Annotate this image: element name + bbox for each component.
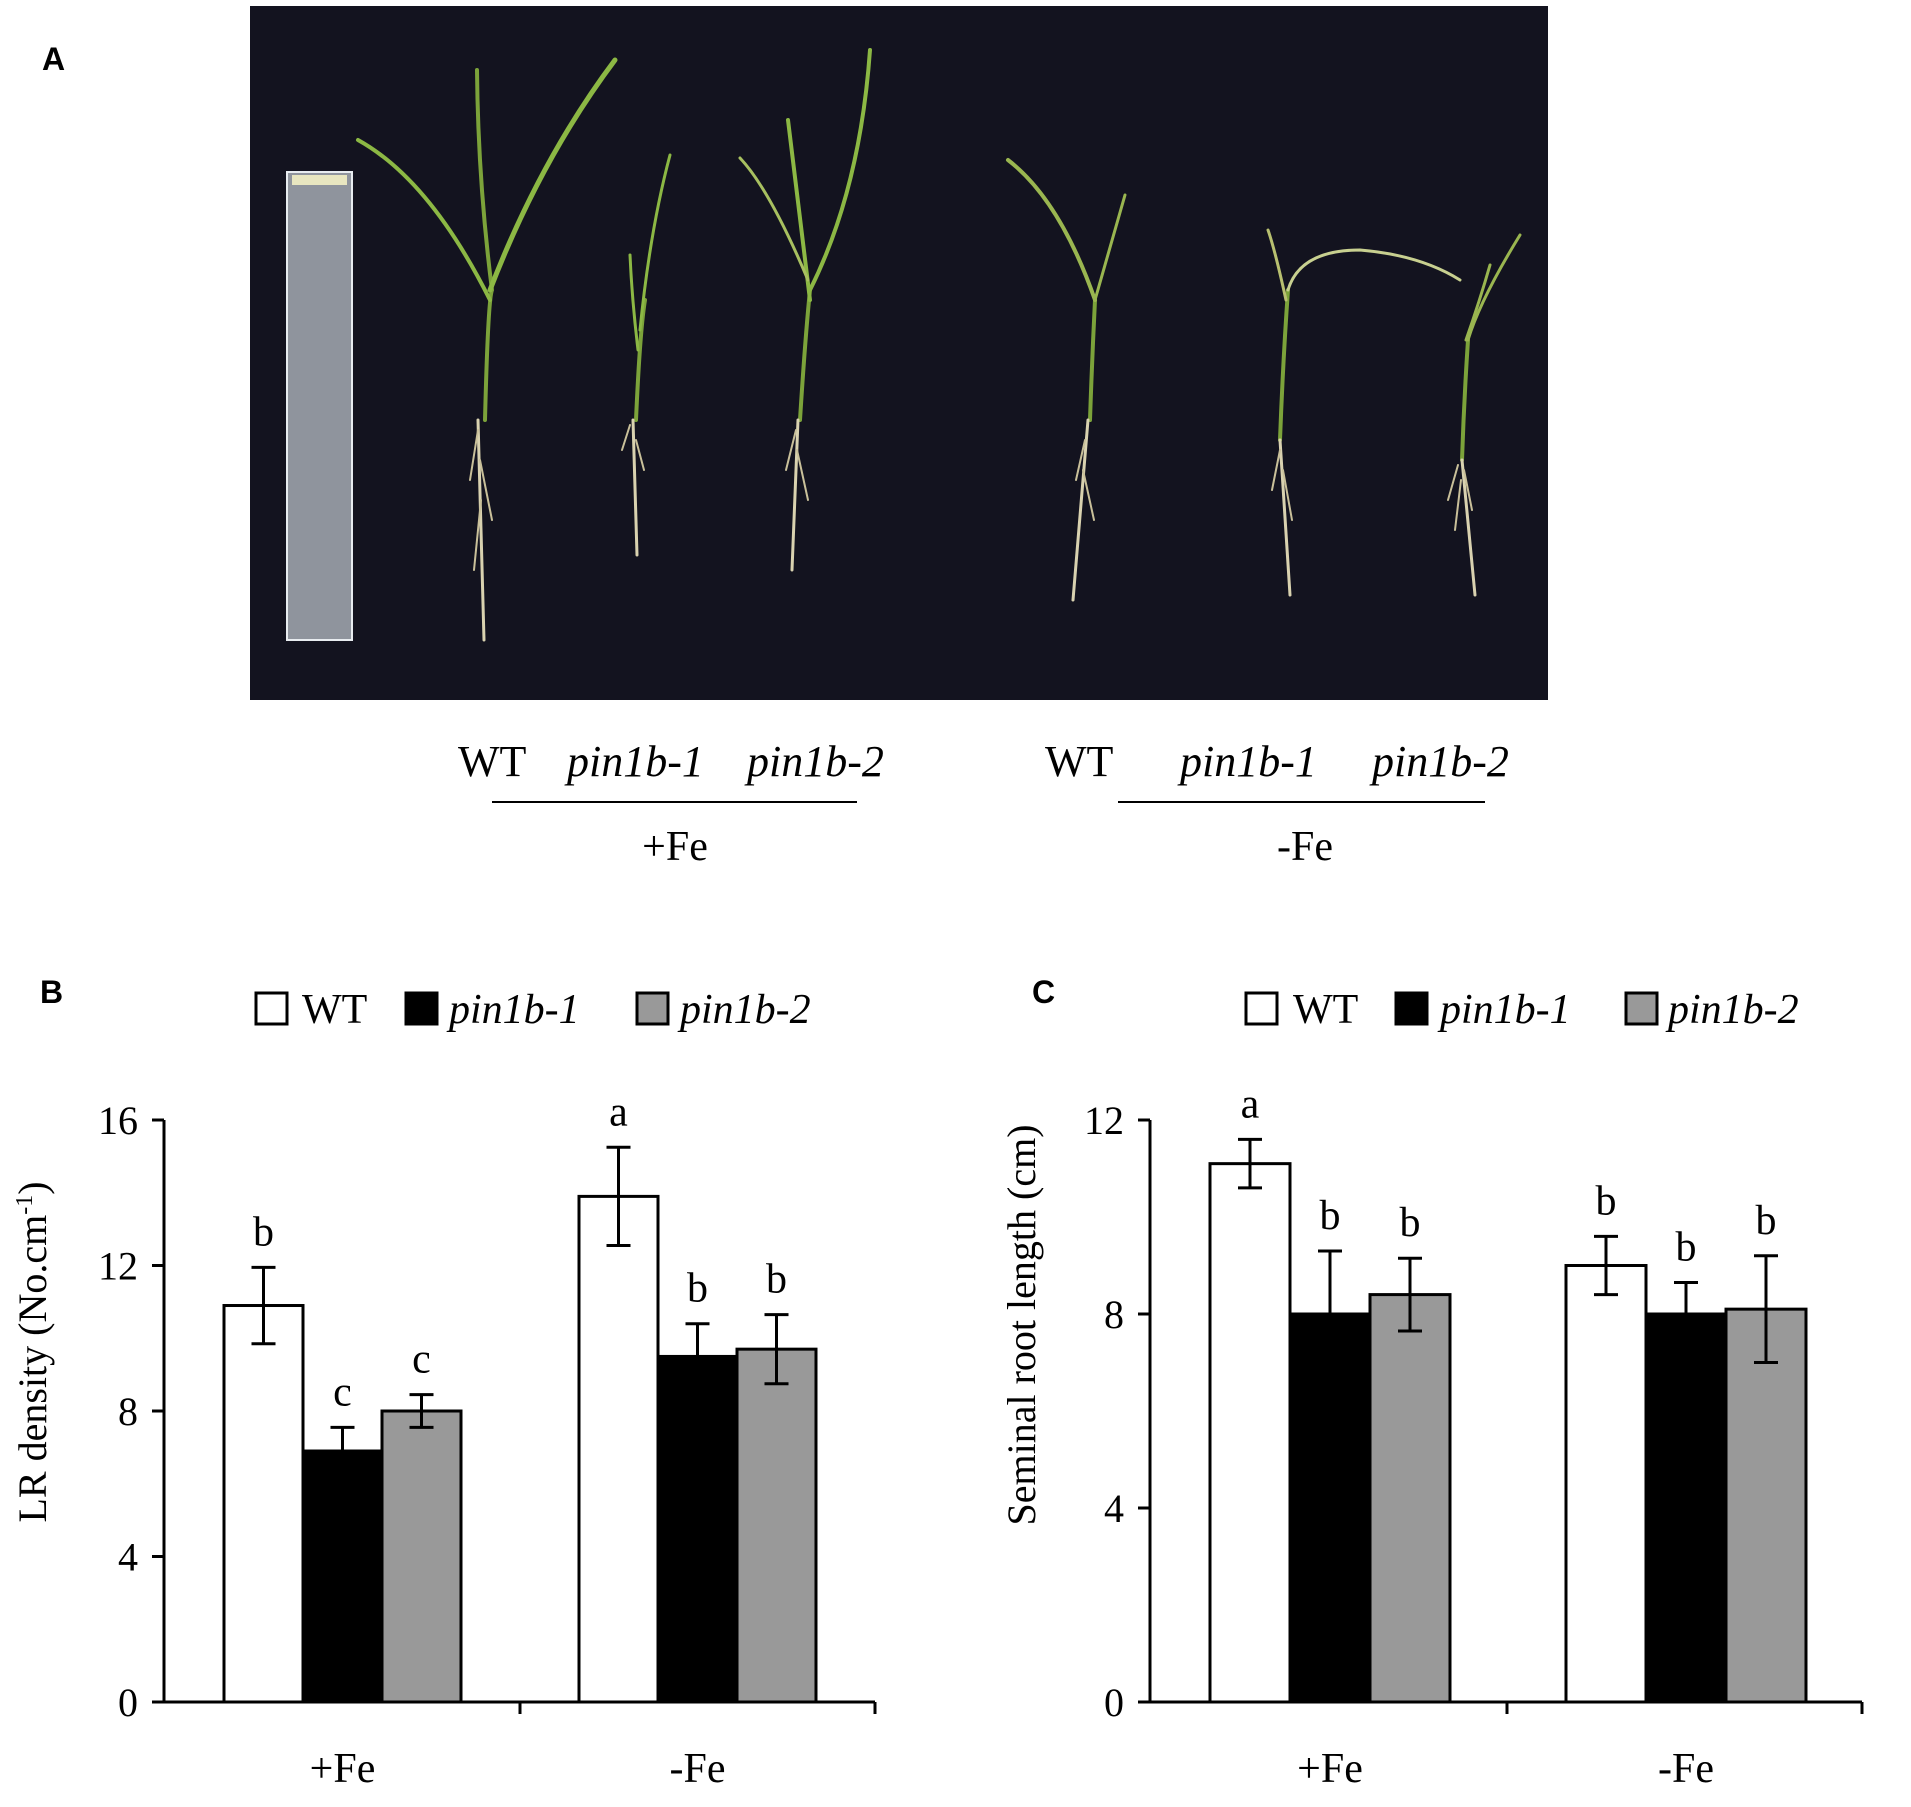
seedling-pin1b2-nofe <box>1447 233 1522 597</box>
label-pin1b1-nofe: pin1b-1 <box>1177 737 1317 786</box>
chart-c-x-tick-label: -Fe <box>1658 1746 1714 1792</box>
chart-b-bar-pin1b-1-fe <box>301 1449 384 1704</box>
legend-c-swatch-pin1b1 <box>1394 991 1429 1026</box>
legend-b-swatch-pin1b1 <box>404 991 439 1026</box>
seedling-wt-fe <box>356 57 618 642</box>
chart-b-bar-WT-nofe <box>577 1194 660 1704</box>
chart-b-y-tick-label: 8 <box>118 1389 138 1434</box>
chart-b-sig-letter: b <box>253 1209 274 1255</box>
chart-c-bar-pin1b-2-fe <box>1368 1293 1452 1704</box>
chart-c-y-tick-label: 12 <box>1084 1098 1124 1143</box>
chart-c-bar-WT-nofe <box>1564 1264 1648 1704</box>
seedling-wt-nofe <box>1006 158 1127 602</box>
ylabel-c: Seminal root length (cm) <box>999 1124 1044 1525</box>
chart-c-plot: 0 4 8 12 a b b +Fe b b b -Fe <box>1084 1081 1864 1792</box>
legend-b-label-pin1b1: pin1b-1 <box>446 987 580 1033</box>
chart-b-sig-letter: a <box>609 1089 628 1135</box>
ruler <box>286 171 353 641</box>
chart-b-sig-letter: c <box>333 1369 352 1415</box>
legend-b-label-pin1b2: pin1b-2 <box>677 987 811 1033</box>
label-wt-fe: WT <box>458 737 527 786</box>
chart-c-sig-letter: a <box>1241 1081 1260 1127</box>
ylabel-b: LR density (No.cm-1) <box>10 1181 55 1522</box>
legend-b-label-wt: WT <box>302 987 367 1033</box>
chart-b-x-tick-label: +Fe <box>310 1746 376 1792</box>
panel-a-letter: A <box>42 41 65 77</box>
chart-c-bar-pin1b-2-nofe <box>1724 1307 1808 1704</box>
legend-b-swatch-wt <box>254 991 289 1026</box>
label-pin1b2-nofe: pin1b-2 <box>1369 737 1509 786</box>
chart-b-bar-pin1b-2-nofe <box>735 1347 818 1704</box>
label-pin1b2-fe: pin1b-2 <box>744 737 884 786</box>
legend-c-swatch-pin1b2 <box>1624 991 1659 1026</box>
label-wt-nofe: WT <box>1045 737 1114 786</box>
seedling-photo <box>250 6 1548 700</box>
chart-b-y-tick-label: 16 <box>98 1098 138 1143</box>
chart-c-bar-pin1b-1-nofe <box>1644 1312 1728 1704</box>
chart-b-sig-letter: c <box>412 1337 431 1383</box>
chart-c-bar-pin1b-1-fe <box>1288 1312 1372 1704</box>
chart-b-bar-pin1b-2-fe <box>380 1409 463 1704</box>
chart-b-plot: 0 4 8 12 16 b c c +Fe a b b -Fe <box>98 1089 877 1792</box>
legend-c-label-pin1b2: pin1b-2 <box>1665 987 1799 1033</box>
chart-c-bar-WT-fe <box>1208 1162 1292 1704</box>
chart-c-sig-letter: b <box>1400 1200 1421 1246</box>
chart-b-sig-letter: b <box>766 1257 787 1303</box>
chart-c-x-tick-label: +Fe <box>1297 1746 1363 1792</box>
chart-b-y-tick-label: 0 <box>118 1680 138 1725</box>
legend-c: WT pin1b-1 pin1b-2 <box>1244 987 1799 1033</box>
seedling-pin1b1-nofe <box>1266 228 1462 597</box>
legend-c-swatch-wt <box>1244 991 1279 1026</box>
panel-a-left-group: WT pin1b-1 pin1b-2 +Fe <box>458 737 884 870</box>
chart-c-y-tick-label: 8 <box>1104 1292 1124 1337</box>
chart-c-sig-letter: b <box>1676 1224 1697 1270</box>
chart-b-y-tick-label: 4 <box>118 1535 138 1580</box>
chart-c-sig-letter: b <box>1756 1198 1777 1244</box>
chart-b-x-tick-label: -Fe <box>670 1746 726 1792</box>
legend-c-label-wt: WT <box>1293 987 1358 1033</box>
label-pin1b1-fe: pin1b-1 <box>564 737 704 786</box>
chart-c-y-tick-label: 0 <box>1104 1680 1124 1725</box>
condition-fe: +Fe <box>642 824 708 870</box>
chart-b-bar-pin1b-1-nofe <box>656 1354 739 1704</box>
legend-b: WT pin1b-1 pin1b-2 <box>254 987 811 1033</box>
legend-b-swatch-pin1b2 <box>635 991 670 1026</box>
chart-b-bar-WT-fe <box>222 1304 305 1704</box>
chart-b-y-tick-label: 12 <box>98 1244 138 1289</box>
chart-c-sig-letter: b <box>1320 1193 1341 1239</box>
seedling-pin1b1-fe <box>621 153 672 557</box>
panel-b-letter: B <box>40 974 63 1010</box>
seedling-pin1b2-fe <box>738 48 872 572</box>
panel-c-letter: C <box>1032 974 1055 1010</box>
chart-b-sig-letter: b <box>687 1266 708 1312</box>
chart-c-y-tick-label: 4 <box>1104 1486 1124 1531</box>
panel-a-right-group: WT pin1b-1 pin1b-2 -Fe <box>1045 737 1509 870</box>
legend-c-label-pin1b1: pin1b-1 <box>1437 987 1571 1033</box>
condition-nofe: -Fe <box>1277 824 1333 870</box>
chart-c-sig-letter: b <box>1596 1178 1617 1224</box>
